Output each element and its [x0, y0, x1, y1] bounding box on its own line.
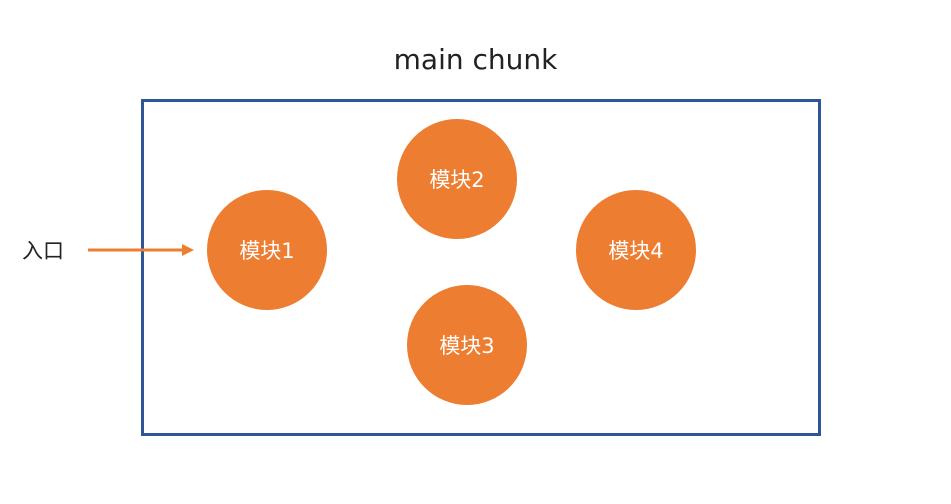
entry-label: 入口: [22, 239, 64, 263]
module-4-label: 模块4: [608, 239, 664, 263]
module-2: 模块2: [397, 119, 517, 239]
module-3-label: 模块3: [439, 334, 495, 358]
main-chunk-box: [141, 99, 821, 436]
entry-arrow: [88, 244, 194, 256]
module-1-label: 模块1: [239, 239, 295, 263]
module-3: 模块3: [407, 285, 527, 405]
module-4: 模块4: [576, 190, 696, 310]
module-1: 模块1: [207, 190, 327, 310]
module-2-label: 模块2: [429, 168, 485, 192]
diagram-title: main chunk: [393, 43, 558, 76]
